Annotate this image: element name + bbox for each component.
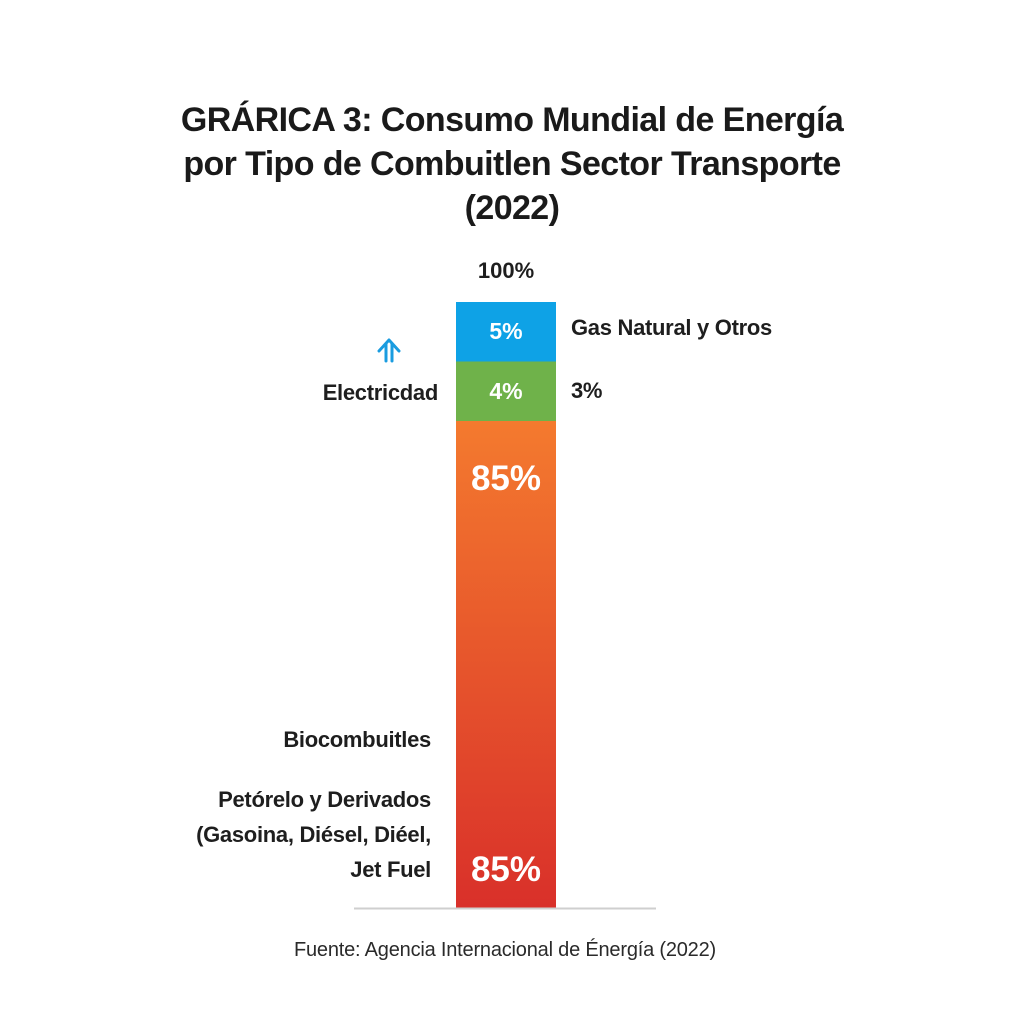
title-line-1: GRÁRICA 3: Consumo Mundial de Energía — [180, 101, 844, 139]
bar-segment-gas — [456, 302, 556, 362]
up-arrow-icon — [377, 338, 401, 363]
label-biocombustibles: Biocombuitles — [283, 727, 431, 752]
label-side-percent: 3% — [571, 378, 603, 403]
label-gas-natural: Gas Natural y Otros — [571, 315, 772, 340]
bar-label-gas: 5% — [489, 318, 522, 344]
title-line-2: por Tipo de Combuitlen Sector Transporte — [183, 145, 841, 183]
bar-label-petroleo-bottom: 85% — [471, 850, 541, 889]
total-label: 100% — [478, 258, 534, 283]
source-note: Fuente: Agencia Internacional de Énergía… — [293, 939, 716, 961]
title-line-3: (2022) — [464, 189, 560, 227]
label-petroleo: Petórelo y Derivados (Gasoina, Diésel, D… — [196, 782, 431, 887]
label-electricidad: Electricdad — [322, 380, 439, 405]
label-petroleo-line-3: Jet Fuel — [350, 857, 431, 882]
chart-title: GRÁRICA 3: Consumo Mundial de Energía po… — [0, 98, 1024, 230]
label-petroleo-line-1: Petórelo y Derivados — [218, 787, 431, 812]
bar-segment-electricidad — [456, 361, 556, 421]
bar-label-petroleo-top: 85% — [471, 459, 541, 498]
bar-segment-petroleo — [456, 421, 556, 908]
label-petroleo-line-2: (Gasoina, Diésel, Diéel, — [196, 822, 431, 847]
bar-label-electricidad: 4% — [489, 378, 522, 404]
